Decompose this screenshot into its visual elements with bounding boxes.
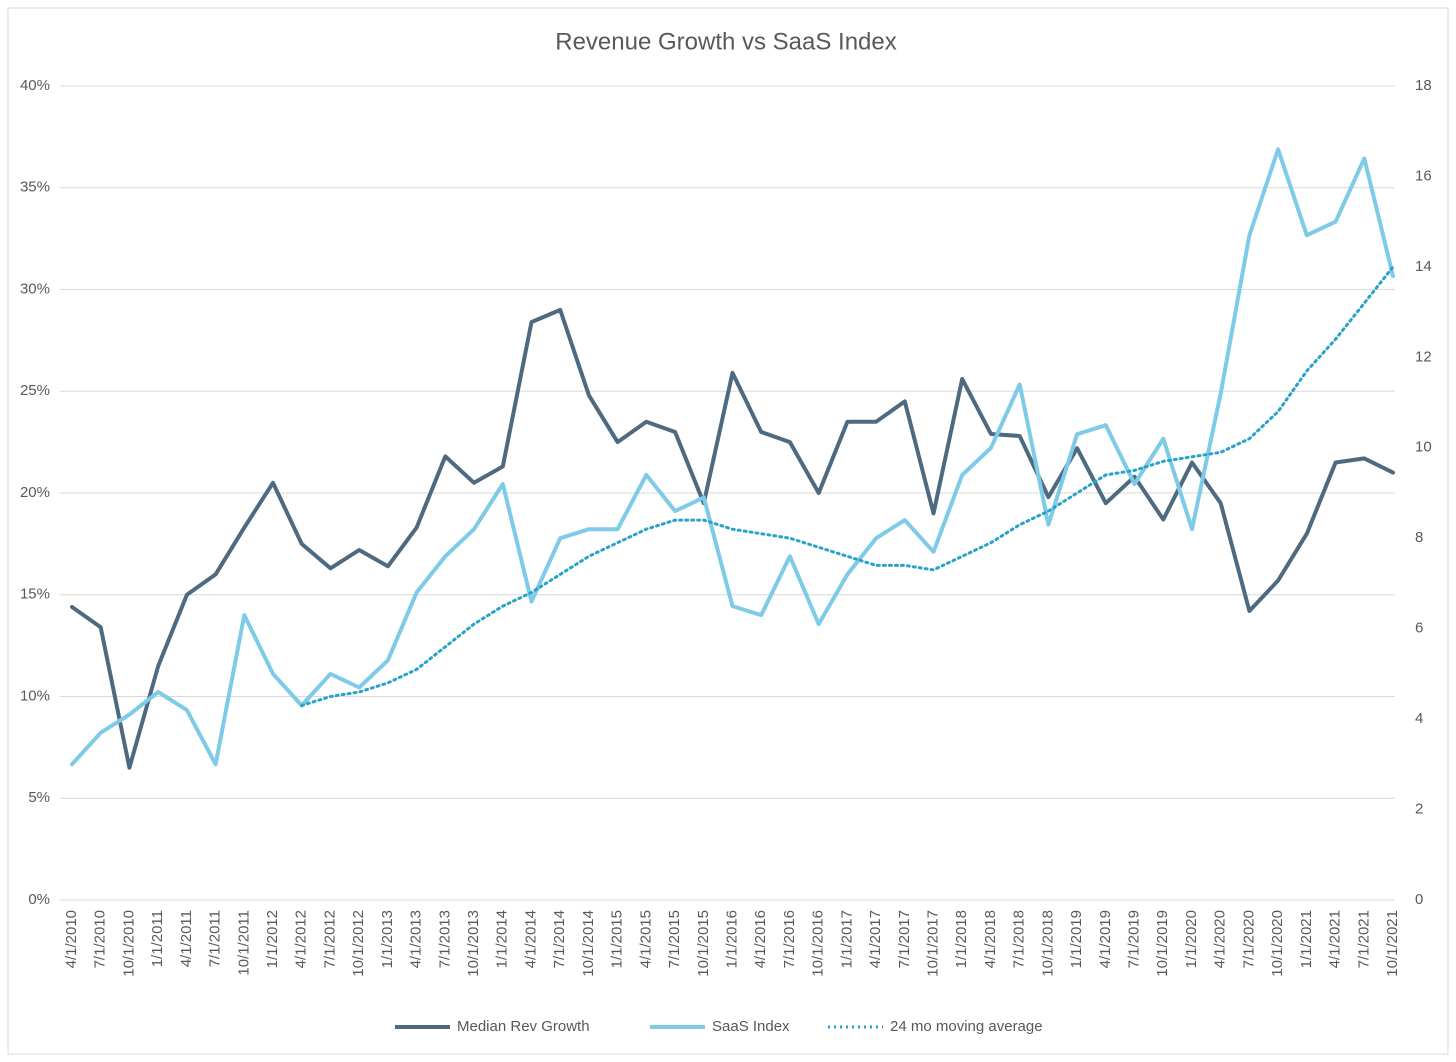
x-tick-label: 7/1/2012: [321, 910, 338, 968]
x-tick-label: 10/1/2015: [695, 910, 712, 977]
x-tick-label: 10/1/2018: [1039, 910, 1056, 977]
x-tick-label: 1/1/2017: [838, 910, 855, 968]
x-tick-label: 4/1/2016: [752, 910, 769, 968]
chart-title: Revenue Growth vs SaaS Index: [555, 28, 897, 55]
x-tick-label: 10/1/2020: [1269, 910, 1286, 977]
x-tick-label: 10/1/2019: [1154, 910, 1171, 977]
y2-tick-label: 16: [1415, 167, 1432, 184]
x-tick-label: 4/1/2010: [63, 910, 80, 968]
x-tick-label: 4/1/2014: [522, 910, 539, 968]
x-tick-label: 10/1/2016: [810, 910, 827, 977]
y2-tick-label: 6: [1415, 620, 1423, 637]
x-tick-label: 7/1/2010: [92, 910, 109, 968]
chart-frame: [7, 7, 1449, 1055]
y-tick-label: 0%: [28, 891, 50, 908]
x-tick-label: 4/1/2013: [408, 910, 425, 968]
legend-label: 24 mo moving average: [890, 1018, 1043, 1035]
y2-tick-label: 12: [1415, 348, 1432, 365]
x-tick-label: 4/1/2011: [178, 910, 195, 967]
x-tick-label: 4/1/2018: [982, 910, 999, 968]
x-tick-label: 1/1/2019: [1068, 910, 1085, 968]
x-tick-label: 7/1/2020: [1240, 910, 1257, 968]
y-tick-label: 10%: [20, 687, 50, 704]
x-tick-label: 10/1/2014: [580, 910, 597, 977]
x-tick-label: 1/1/2012: [264, 910, 281, 968]
x-tick-label: 7/1/2013: [436, 910, 453, 968]
x-tick-label: 4/1/2012: [293, 910, 310, 968]
x-tick-label: 1/1/2014: [494, 910, 511, 968]
y-tick-label: 5%: [28, 789, 50, 806]
x-tick-label: 1/1/2018: [953, 910, 970, 968]
x-tick-label: 4/1/2015: [637, 910, 654, 968]
x-tick-label: 7/1/2019: [1126, 910, 1143, 968]
x-tick-label: 7/1/2011: [207, 910, 224, 967]
x-tick-label: 1/1/2015: [609, 910, 626, 968]
series-line: [300, 265, 1395, 707]
x-tick-label: 7/1/2018: [1011, 910, 1028, 968]
x-tick-label: 7/1/2017: [896, 910, 913, 968]
y-tick-label: 30%: [20, 280, 50, 297]
series-line: [70, 307, 1395, 770]
legend-label: Median Rev Growth: [457, 1018, 590, 1035]
y2-tick-label: 14: [1415, 258, 1432, 275]
x-tick-label: 1/1/2021: [1298, 910, 1315, 968]
x-tick-label: 7/1/2014: [551, 910, 568, 968]
y-tick-label: 40%: [20, 77, 50, 94]
x-tick-label: 10/1/2013: [465, 910, 482, 977]
y-tick-label: 25%: [20, 382, 50, 399]
y-tick-label: 15%: [20, 586, 50, 603]
x-tick-label: 10/1/2010: [120, 910, 137, 977]
x-tick-label: 1/1/2013: [379, 910, 396, 968]
x-tick-label: 7/1/2016: [781, 910, 798, 968]
y-tick-label: 35%: [20, 179, 50, 196]
x-tick-label: 10/1/2017: [924, 910, 941, 977]
legend-label: SaaS Index: [712, 1018, 790, 1035]
x-tick-label: 4/1/2021: [1327, 910, 1344, 968]
y2-tick-label: 18: [1415, 77, 1432, 94]
x-tick-label: 10/1/2012: [350, 910, 367, 977]
x-tick-label: 1/1/2016: [723, 910, 740, 968]
x-tick-label: 7/1/2021: [1355, 910, 1372, 968]
x-tick-label: 1/1/2011: [149, 910, 166, 967]
y2-tick-label: 10: [1415, 439, 1432, 456]
x-tick-label: 4/1/2017: [867, 910, 884, 968]
x-tick-label: 10/1/2021: [1384, 910, 1401, 977]
x-tick-label: 1/1/2020: [1183, 910, 1200, 968]
y2-tick-label: 0: [1415, 891, 1423, 908]
series-line: [70, 147, 1395, 767]
y2-tick-label: 8: [1415, 529, 1423, 546]
x-tick-label: 7/1/2015: [666, 910, 683, 968]
x-tick-label: 4/1/2020: [1212, 910, 1229, 968]
x-tick-label: 10/1/2011: [235, 910, 252, 976]
y2-tick-label: 2: [1415, 801, 1423, 818]
y2-tick-label: 4: [1415, 710, 1423, 727]
y-tick-label: 20%: [20, 484, 50, 501]
x-tick-label: 4/1/2019: [1097, 910, 1114, 968]
